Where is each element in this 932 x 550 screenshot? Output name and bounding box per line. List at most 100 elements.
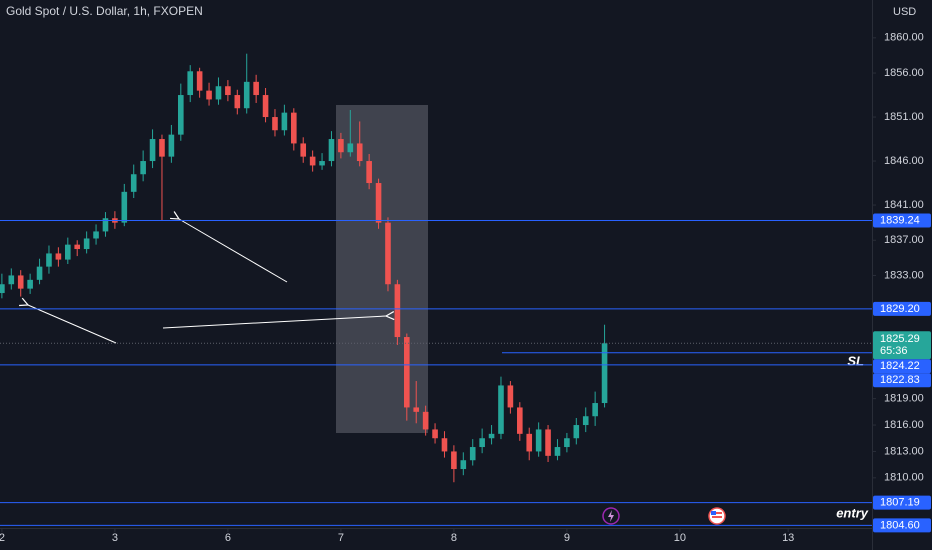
flag-icon[interactable] <box>708 507 726 525</box>
candle-body <box>187 71 194 96</box>
level-label: 1804.60 <box>880 519 920 531</box>
event-icon-glyph <box>608 510 614 522</box>
candle-body <box>83 238 90 250</box>
candle-body <box>422 411 429 430</box>
candle-body <box>517 407 523 434</box>
level-box <box>873 213 931 228</box>
event-icon[interactable] <box>602 507 620 525</box>
y-tick-label: 1819.00 <box>884 393 924 405</box>
y-tick-label: 1837.00 <box>884 234 924 246</box>
candle-body <box>460 460 467 470</box>
last-price-box <box>873 331 931 360</box>
candle-body <box>8 275 15 285</box>
arrow <box>162 316 386 329</box>
candle-body <box>394 284 401 338</box>
candle-body <box>564 438 570 448</box>
entry-label: entry <box>836 505 869 520</box>
x-tick-label: 8 <box>451 532 457 544</box>
y-tick-label: 1816.00 <box>884 419 924 431</box>
x-tick-label: 13 <box>782 532 794 544</box>
x-tick-label: 6 <box>225 532 231 544</box>
plot-area <box>0 53 608 483</box>
candle-body <box>272 117 278 131</box>
candle-body <box>196 71 203 91</box>
y-tick-label: 1833.00 <box>884 269 924 281</box>
candle-body <box>121 191 128 223</box>
level-box <box>873 518 931 533</box>
candle-body <box>149 139 156 162</box>
candle-body <box>319 161 325 166</box>
level-label: 1824.22 <box>880 360 920 372</box>
candle-body <box>375 183 382 223</box>
candle-body <box>300 143 307 157</box>
candle-body <box>0 284 5 294</box>
y-tick-label: 1810.00 <box>884 472 924 484</box>
level-label: 1822.83 <box>880 374 920 386</box>
y-tick-label: 1813.00 <box>884 445 924 457</box>
candle-body <box>253 81 259 96</box>
candle-body <box>130 174 137 192</box>
flag-canton <box>711 511 716 515</box>
level-box <box>873 373 931 388</box>
candle-body <box>46 253 52 267</box>
candle-body <box>338 139 344 153</box>
candle-body <box>328 139 335 162</box>
candle-body <box>55 253 62 260</box>
candle-body <box>545 429 551 456</box>
candle-body <box>507 385 514 408</box>
level-box <box>873 359 931 374</box>
level-label: 1807.19 <box>880 496 920 508</box>
x-tick-label: 10 <box>674 532 686 544</box>
candle-body <box>178 95 184 135</box>
candle-body <box>582 416 589 426</box>
candle-body <box>451 451 457 470</box>
level-label: 1829.20 <box>880 303 920 315</box>
x-tick-label: 3 <box>112 532 118 544</box>
x-tick-label: 2 <box>0 532 5 544</box>
candle-body <box>479 438 485 448</box>
candle-body <box>432 429 438 439</box>
y-axis-label: USD <box>893 6 916 18</box>
candle-body <box>469 447 476 461</box>
candle-body <box>601 343 608 404</box>
candle-body <box>102 218 109 232</box>
candle-body <box>573 425 580 439</box>
candle-body <box>291 112 297 144</box>
x-tick-label: 7 <box>338 532 344 544</box>
sl-label: SL <box>847 353 864 368</box>
level-label: 1839.24 <box>880 214 920 226</box>
last-price-label: 1825.29 <box>880 333 920 345</box>
candle-body <box>356 143 363 162</box>
candle-body <box>65 244 71 260</box>
candle-body <box>498 385 504 434</box>
candle-body <box>413 407 420 412</box>
candle-body <box>281 112 288 131</box>
candle-body <box>234 95 241 109</box>
countdown-label: 65:36 <box>880 345 908 357</box>
x-tick-label: 9 <box>564 532 570 544</box>
arrow <box>179 219 288 283</box>
y-tick-label: 1841.00 <box>884 199 924 211</box>
arrow <box>28 305 117 344</box>
candle-body <box>488 433 495 439</box>
candle-body <box>225 86 231 96</box>
candle-body <box>27 279 33 289</box>
candle-body <box>243 81 250 109</box>
candle-body <box>441 438 448 452</box>
y-tick-label: 1860.00 <box>884 32 924 44</box>
candle-body <box>36 266 43 280</box>
candle-body <box>168 134 175 157</box>
candle-body <box>159 139 165 157</box>
y-tick-label: 1851.00 <box>884 111 924 123</box>
candle-body <box>404 337 410 408</box>
y-tick-label: 1856.00 <box>884 67 924 79</box>
candle-body <box>262 95 269 118</box>
candle-body <box>554 447 561 456</box>
flag-stripe <box>712 516 722 518</box>
level-box <box>873 301 931 316</box>
candle-body <box>140 161 146 175</box>
candle-body <box>215 86 222 100</box>
